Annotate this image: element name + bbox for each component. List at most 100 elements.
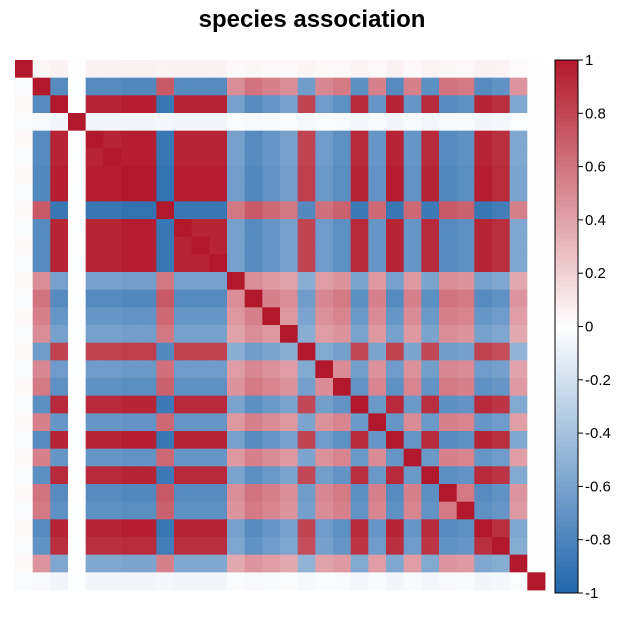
heatmap-cell [333,113,352,132]
heatmap-cell [50,325,69,344]
heatmap-cell [191,272,210,291]
colorbar-segment [555,437,578,443]
colorbar-segment [555,273,578,279]
heatmap-cell [262,537,281,556]
heatmap-cell [509,307,528,326]
heatmap-cell [333,537,352,556]
heatmap-cell [15,413,34,432]
heatmap-cell [280,130,299,149]
heatmap-cell [85,219,104,238]
heatmap-cell [227,289,246,308]
heatmap-cell [121,201,140,220]
heatmap-cell [439,95,458,114]
heatmap-cell [439,236,458,255]
heatmap-cell [138,166,157,185]
heatmap-cell [403,289,422,308]
heatmap-cell [138,448,157,467]
heatmap-cell [403,272,422,291]
heatmap-cell [386,201,405,220]
heatmap-cell [350,519,369,538]
heatmap-cell [244,360,263,379]
heatmap-cell [68,95,87,114]
heatmap-cell [368,236,387,255]
heatmap-cell [50,342,69,361]
heatmap-cell [527,431,546,450]
heatmap-cell [297,537,316,556]
heatmap-cell [209,572,228,591]
heatmap-cell [333,342,352,361]
colorbar-segment [555,473,578,479]
heatmap-cell [280,431,299,450]
heatmap-cell [156,413,175,432]
heatmap-cell [32,378,51,397]
heatmap-cell [368,95,387,114]
heatmap-cell [50,289,69,308]
colorbar-segment [555,206,578,212]
colorbar-segment [555,144,578,150]
heatmap-cell [121,113,140,132]
heatmap-cell [527,201,546,220]
heatmap-cell [85,77,104,96]
colorbar-segment [555,433,578,439]
heatmap-cell [403,572,422,591]
heatmap-cell [368,60,387,79]
heatmap-cell [509,395,528,414]
heatmap-cell [50,395,69,414]
heatmap-cell [138,572,157,591]
heatmap-cell [138,307,157,326]
heatmap-cell [191,77,210,96]
heatmap-cell [474,60,493,79]
heatmap-cell [421,360,440,379]
heatmap-cell [280,395,299,414]
heatmap-cell [32,519,51,538]
heatmap-cell [509,572,528,591]
heatmap-cell [297,113,316,132]
colorbar-segment [555,153,578,159]
heatmap-cell [209,537,228,556]
heatmap-cell [386,431,405,450]
colorbar-segment [555,481,578,487]
heatmap-cell [350,201,369,220]
heatmap-cell [209,307,228,326]
colorbar-segment [555,304,578,310]
heatmap-cell [174,166,193,185]
heatmap-cell [209,148,228,167]
heatmap-cell [262,519,281,538]
colorbar-segment [555,193,578,199]
heatmap-cell [32,254,51,273]
heatmap-cell [68,360,87,379]
heatmap-cell [297,130,316,149]
heatmap-cell [262,572,281,591]
heatmap-cell [68,395,87,414]
heatmap-cell [350,537,369,556]
heatmap-cell [315,431,334,450]
heatmap-cell [209,431,228,450]
heatmap-cell [421,448,440,467]
heatmap-cell [280,166,299,185]
heatmap-cell [15,554,34,573]
heatmap-cell [138,395,157,414]
heatmap-cell [492,289,511,308]
heatmap-cell [191,60,210,79]
colorbar-segment [555,330,578,336]
heatmap-cell [456,519,475,538]
heatmap-cell [315,95,334,114]
heatmap-cell [227,77,246,96]
heatmap-cell [156,272,175,291]
colorbar-segment [555,313,578,319]
heatmap-cell [32,113,51,132]
colorbar-segment [555,348,578,354]
heatmap-cell [474,537,493,556]
heatmap-cell [456,378,475,397]
heatmap-cell [350,219,369,238]
heatmap-cell [509,466,528,485]
heatmap-cell [191,166,210,185]
heatmap-cell [209,77,228,96]
heatmap-cell [421,166,440,185]
heatmap-cell [32,130,51,149]
heatmap-cell [103,307,122,326]
heatmap-cell [456,448,475,467]
heatmap-cell [138,378,157,397]
heatmap-cell [50,236,69,255]
heatmap-cell [492,484,511,503]
